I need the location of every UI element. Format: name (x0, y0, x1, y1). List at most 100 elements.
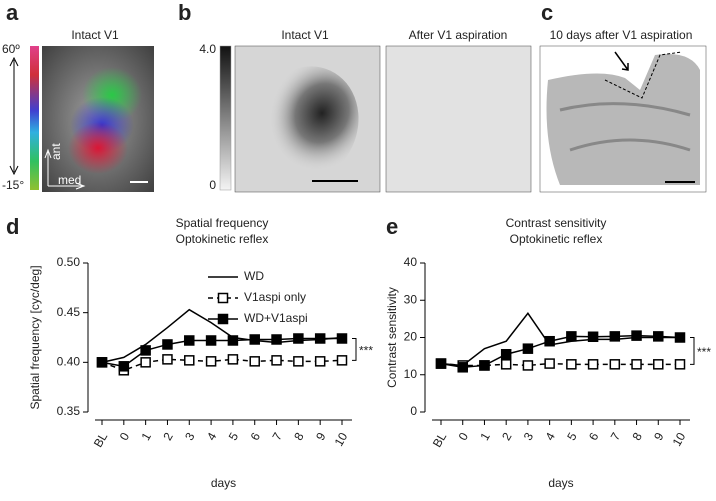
x-tick-label: 4 (543, 430, 559, 443)
point (205, 356, 217, 367)
x-tick-label: 7 (269, 430, 285, 443)
x-tick-label: 8 (291, 430, 307, 443)
x-tick-label: 5 (226, 430, 242, 443)
series-line (101, 337, 342, 368)
x-tick-label: 10 (670, 430, 689, 449)
point (500, 359, 512, 370)
chart-subtitle: Optokinetic reflex (176, 232, 269, 246)
panel-title: After V1 aspiration (409, 28, 508, 42)
x-tick-label: 2 (160, 430, 176, 443)
legend-label: WD+V1aspi (244, 311, 308, 325)
image-blob (251, 66, 359, 184)
x-tick-label: BL (91, 430, 111, 450)
point (314, 333, 326, 344)
significance-bracket (690, 337, 695, 365)
x-tick-label: 1 (139, 430, 155, 443)
point (293, 333, 304, 344)
x-tick-label: 9 (651, 430, 667, 443)
y-tick-label: 30 (404, 292, 418, 306)
x-tick-label: 3 (182, 430, 198, 443)
series-line (440, 334, 681, 369)
y-tick-label: 20 (404, 330, 418, 344)
x-tick-label: 2 (499, 430, 515, 443)
image (385, 45, 532, 193)
chart-subtitle: Optokinetic reflex (510, 232, 603, 246)
point (609, 359, 621, 370)
point (522, 343, 534, 354)
point (96, 357, 108, 368)
y-axis-label: Spatial frequency [cyc/deg] (28, 265, 42, 409)
y-tick-label: 0.45 (57, 305, 81, 319)
panel-title: Intact V1 (281, 28, 329, 42)
colorbar-label: 4.0 (199, 42, 216, 56)
point (227, 335, 239, 346)
point (140, 357, 151, 368)
image-overlay (68, 122, 128, 174)
y-tick-label: 10 (404, 367, 418, 381)
point (500, 349, 512, 360)
chart-title: Spatial frequency (176, 216, 269, 230)
colorbar-label: 0 (209, 178, 216, 192)
point (336, 333, 348, 344)
point (184, 335, 195, 346)
point (184, 355, 195, 366)
point (674, 359, 686, 370)
x-tick-label: 5 (564, 430, 580, 443)
x-tick-label: BL (430, 430, 450, 450)
point (140, 345, 151, 356)
colorbar (219, 45, 232, 191)
x-tick-label: 8 (629, 430, 645, 443)
point (205, 335, 217, 346)
x-tick-label: 0 (456, 430, 472, 443)
point (479, 360, 490, 371)
point (587, 359, 599, 370)
panel-letter: a (6, 0, 19, 25)
annotation: *** (697, 345, 711, 359)
brain-slice (546, 54, 700, 185)
y-tick-label: 0.40 (57, 355, 81, 369)
chart-title: Contrast sensitivity (506, 216, 607, 230)
point (227, 354, 239, 365)
point (293, 356, 304, 367)
legend-label: V1aspi only (244, 290, 306, 304)
series-line (101, 358, 343, 372)
point (674, 332, 686, 343)
point (631, 330, 642, 341)
orientation-arrows (44, 148, 86, 190)
arrow-heads (9, 56, 19, 176)
x-tick-label: 6 (248, 430, 264, 443)
x-axis-label: days (548, 476, 573, 490)
panel-letter: e (386, 214, 398, 239)
arrow (614, 51, 629, 71)
point (162, 354, 173, 365)
series-line (440, 362, 680, 367)
y-tick-label: 0.50 (57, 255, 81, 269)
point (118, 361, 130, 372)
y-tick-label: 40 (404, 255, 418, 269)
annotation: *** (359, 344, 373, 358)
x-tick-label: 7 (608, 430, 624, 443)
x-tick-label: 10 (332, 430, 351, 449)
legend-marker (217, 292, 229, 304)
point (457, 362, 468, 373)
point (435, 358, 447, 369)
legend-label: WD (244, 269, 264, 283)
lesion-outline (604, 51, 683, 99)
x-tick-label: 4 (204, 430, 220, 443)
x-tick-label: 3 (521, 430, 537, 443)
axis-label: med (58, 173, 81, 187)
x-tick-label: 9 (313, 430, 329, 443)
point (631, 359, 642, 370)
panel-title: 10 days after V1 aspiration (550, 28, 693, 42)
brain-structure (559, 102, 691, 152)
point (314, 356, 326, 367)
point (653, 331, 664, 342)
significance-bracket (352, 337, 357, 361)
colorbar-label: -15° (2, 178, 24, 192)
x-tick-label: 1 (477, 430, 493, 443)
colorbar-label: 60º (2, 42, 20, 56)
x-tick-label: 6 (586, 430, 602, 443)
point (566, 331, 577, 342)
x-axis-label: days (211, 476, 236, 490)
